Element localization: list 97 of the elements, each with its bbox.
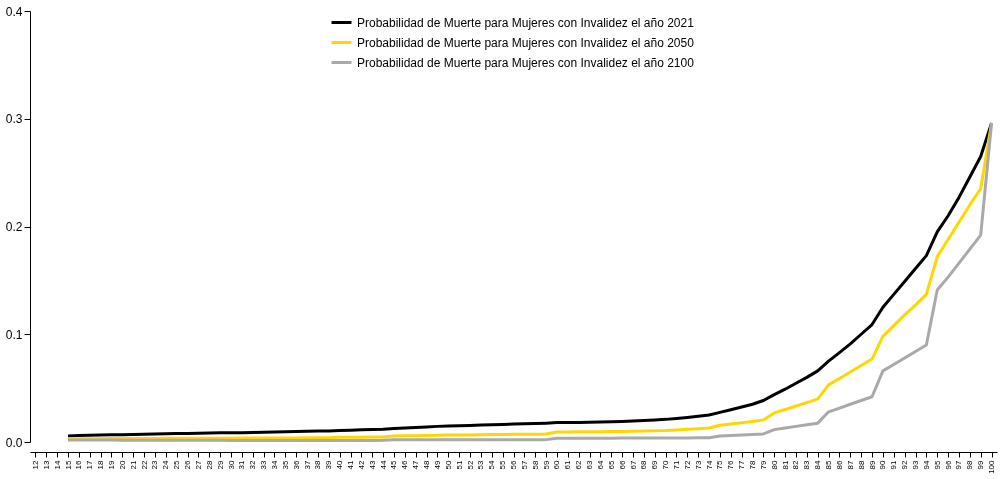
x-tick-label: 76 [726,459,736,470]
x-tick-label: 63 [585,459,595,470]
x-tick-label: 87 [845,459,855,470]
x-tick-label: 14 [52,459,62,470]
x-tick-label: 29 [215,459,225,470]
x-tick-label: 51 [454,459,464,470]
x-tick-label: 27 [193,459,203,470]
legend-label: Probabilidad de Muerte para Mujeres con Invalidez el año 2021 [357,15,695,30]
x-tick-label: 50 [443,459,453,470]
x-tick-label: 80 [769,459,779,470]
x-tick-label: 52 [465,459,475,470]
x-tick-label: 41 [346,459,356,470]
x-tick-label: 74 [704,459,714,470]
x-tick-label: 82 [791,459,801,470]
x-tick-label: 75 [715,459,725,470]
x-tick-label: 95 [932,459,942,470]
x-tick-label: 83 [802,459,812,470]
x-tick-label: 100 [987,459,997,474]
x-tick-label: 12 [30,459,40,470]
x-tick-label: 47 [411,459,421,470]
x-tick-label: 48 [422,459,432,470]
y-tick-label: 0.3 [5,112,23,127]
x-tick-label: 22 [139,459,149,470]
x-tick-label: 36 [291,459,301,470]
x-tick-label: 20 [117,459,127,470]
x-tick-label: 86 [834,459,844,470]
x-tick-label: 16 [74,459,84,470]
x-tick-label: 98 [965,459,975,470]
x-tick-label: 92 [900,459,910,470]
x-tick-label: 73 [693,459,703,470]
x-tick-label: 89 [867,459,877,470]
x-tick-label: 49 [432,459,442,470]
x-tick-label: 64 [595,459,605,470]
x-tick-label: 21 [128,459,138,470]
x-tick-label: 93 [911,459,921,470]
x-tick-label: 70 [661,459,671,470]
x-tick-label: 26 [183,459,193,470]
x-tick-label: 15 [63,459,73,470]
x-tick-label: 58 [530,459,540,470]
x-tick-label: 46 [400,459,410,470]
x-tick-label: 55 [498,459,508,470]
x-tick-label: 66 [617,459,627,470]
x-tick-label: 88 [856,459,866,470]
x-tick-label: 28 [204,459,214,470]
x-tick-label: 40 [335,459,345,470]
x-tick-label: 43 [367,459,377,470]
x-tick-label: 68 [639,459,649,470]
x-tick-label: 65 [606,459,616,470]
x-tick-label: 17 [85,459,95,470]
x-tick-label: 24 [161,459,171,470]
x-tick-label: 60 [552,459,562,470]
x-tick-label: 35 [280,459,290,470]
x-tick-label: 18 [96,459,106,470]
y-tick-label: 0.1 [5,327,23,342]
x-tick-label: 34 [269,459,279,470]
x-tick-label: 44 [378,459,388,470]
x-tick-label: 91 [889,459,899,470]
x-tick-label: 33 [259,459,269,470]
legend-label: Probabilidad de Muerte para Mujeres con Invalidez el año 2050 [357,35,695,50]
y-tick-label: 0.4 [5,4,23,19]
x-tick-label: 79 [758,459,768,470]
x-tick-label: 59 [541,459,551,470]
x-tick-label: 62 [574,459,584,470]
x-tick-label: 72 [682,459,692,470]
x-tick-label: 54 [487,459,497,470]
x-tick-label: 99 [976,459,986,470]
x-tick-label: 69 [650,459,660,470]
y-tick-label: 0.0 [5,435,23,450]
x-tick-label: 32 [248,459,258,470]
x-tick-label: 45 [389,459,399,470]
y-tick-label: 0.2 [5,220,23,234]
x-tick-label: 61 [563,459,573,470]
x-tick-label: 30 [226,459,236,470]
x-tick-label: 31 [237,459,247,470]
x-tick-label: 81 [780,459,790,470]
x-tick-label: 77 [737,459,747,470]
x-tick-label: 23 [150,459,160,470]
x-tick-label: 78 [748,459,758,470]
x-tick-label: 37 [302,459,312,470]
x-tick-label: 39 [324,459,334,470]
x-tick-label: 85 [824,459,834,470]
x-tick-label: 71 [671,459,681,470]
x-tick-label: 53 [476,459,486,470]
legend-label: Probabilidad de Muerte para Mujeres con Invalidez el año 2100 [357,55,695,70]
x-tick-label: 57 [519,459,529,470]
x-tick-label: 13 [41,459,51,470]
x-tick-label: 56 [509,459,518,470]
x-tick-label: 25 [172,459,182,470]
x-tick-label: 38 [313,459,323,470]
x-tick-label: 67 [628,459,638,470]
x-tick-label: 42 [356,459,366,470]
x-tick-label: 84 [813,459,823,470]
x-tick-label: 94 [921,459,931,470]
x-tick-label: 97 [954,459,964,470]
x-tick-label: 19 [106,459,116,470]
x-tick-label: 96 [943,459,953,470]
x-tick-label: 90 [878,459,888,470]
